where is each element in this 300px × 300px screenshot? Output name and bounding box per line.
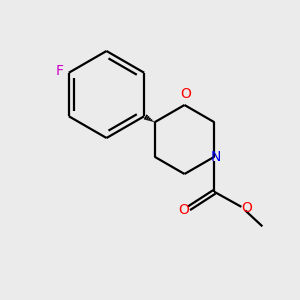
Text: O: O — [241, 201, 252, 215]
Text: F: F — [56, 64, 63, 78]
Text: O: O — [181, 86, 191, 100]
Text: N: N — [211, 150, 221, 164]
Text: O: O — [178, 203, 189, 217]
